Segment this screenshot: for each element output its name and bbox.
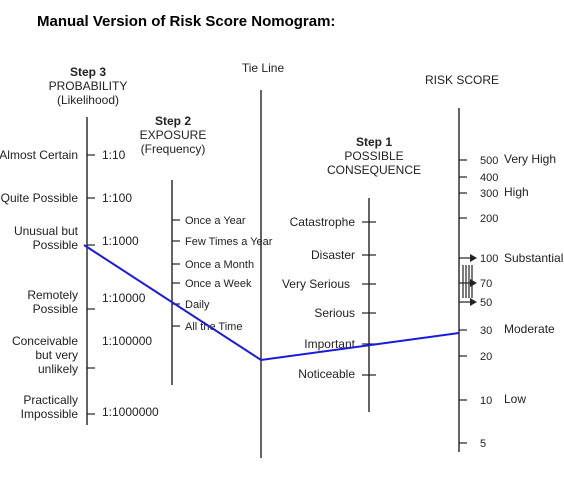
consequence-label: Very Serious (282, 277, 350, 291)
consequence-step-label: Step 1 (356, 135, 392, 149)
probability-label: Unusual but (14, 224, 79, 238)
exposure-heading: EXPOSURE (140, 128, 207, 142)
probability-labels: Almost Certain Quite Possible Unusual bu… (0, 148, 79, 421)
risk-value: 10 (480, 395, 492, 407)
risk-score-categories: Very High High Substantial Moderate Low (504, 152, 563, 406)
risk-value: 300 (480, 188, 498, 200)
probability-step-label: Step 3 (70, 65, 106, 79)
probability-heading: PROBABILITY (49, 79, 128, 93)
probability-label: Conceivable (12, 334, 78, 348)
risk-value: 70 (480, 278, 492, 290)
risk-value: 30 (480, 325, 492, 337)
risk-value: 200 (480, 213, 498, 225)
risk-category: High (504, 185, 529, 199)
probability-value: 1:10000 (102, 291, 146, 305)
probability-label: Practically (23, 393, 78, 407)
consequence-heading: POSSIBLE (344, 149, 403, 163)
consequence-label: Serious (314, 306, 355, 320)
probability-values: 1:10 1:100 1:1000 1:10000 1:100000 1:100… (102, 148, 159, 419)
consequence-labels: Catastrophe Disaster Very Serious Seriou… (282, 215, 356, 381)
exposure-subheading: (Frequency) (141, 142, 206, 156)
consequence-label: Noticeable (298, 367, 355, 381)
consequence-label: Important (304, 337, 355, 351)
exposure-label: Once a Week (185, 278, 252, 290)
probability-label: but very (35, 348, 78, 362)
exposure-label: All the Time (185, 321, 242, 333)
tie-line-heading: Tie Line (242, 61, 285, 75)
probability-label: Almost Certain (0, 148, 78, 162)
exposure-step-label: Step 2 (155, 114, 191, 128)
probability-value: 1:100 (102, 191, 132, 205)
page-title: Manual Version of Risk Score Nomogram: (37, 13, 335, 30)
probability-value: 1:1000000 (102, 405, 159, 419)
risk-value: 500 (480, 155, 498, 167)
risk-category: Low (504, 392, 526, 406)
consequence-label: Catastrophe (290, 215, 356, 229)
probability-label: Impossible (21, 407, 79, 421)
risk-score-arrows (470, 254, 477, 306)
probability-label: unlikely (38, 362, 78, 376)
probability-label: Quite Possible (1, 191, 79, 205)
risk-category: Substantial (504, 251, 563, 265)
risk-value: 400 (480, 172, 498, 184)
risk-value: 20 (480, 351, 492, 363)
exposure-label: Few Times a Year (185, 236, 273, 248)
probability-label: Remotely (27, 288, 78, 302)
probability-label: Possible (33, 238, 79, 252)
risk-score-values: 500 400 300 200 100 70 50 30 20 10 5 (480, 155, 498, 450)
consequence-tick-marks (362, 221, 376, 376)
exposure-labels: Once a Year Few Times a Year Once a Mont… (185, 215, 273, 333)
risk-value: 100 (480, 253, 498, 265)
arrow-right-icon (470, 298, 477, 306)
consequence-label: Disaster (311, 248, 355, 262)
risk-category: Very High (504, 152, 556, 166)
exposure-label: Once a Year (185, 215, 246, 227)
probability-value: 1:10 (102, 148, 126, 162)
risk-value: 50 (480, 297, 492, 309)
exposure-label: Daily (185, 299, 210, 311)
risk-value: 5 (480, 438, 486, 450)
exposure-tick-marks (172, 219, 180, 327)
risk-score-heading: RISK SCORE (425, 73, 499, 87)
risk-category: Moderate (504, 322, 555, 336)
arrow-right-icon (470, 279, 477, 287)
risk-score-tick-marks (459, 159, 470, 444)
arrow-right-icon (470, 254, 477, 262)
probability-subheading: (Likelihood) (57, 93, 119, 107)
probability-value: 1:100000 (102, 334, 152, 348)
probability-tick-marks (87, 154, 95, 415)
probability-label: Possible (33, 302, 79, 316)
solution-line (83, 244, 460, 362)
probability-value: 1:1000 (102, 234, 139, 248)
consequence-heading-2: CONSEQUENCE (327, 163, 421, 177)
exposure-label: Once a Month (185, 259, 254, 271)
